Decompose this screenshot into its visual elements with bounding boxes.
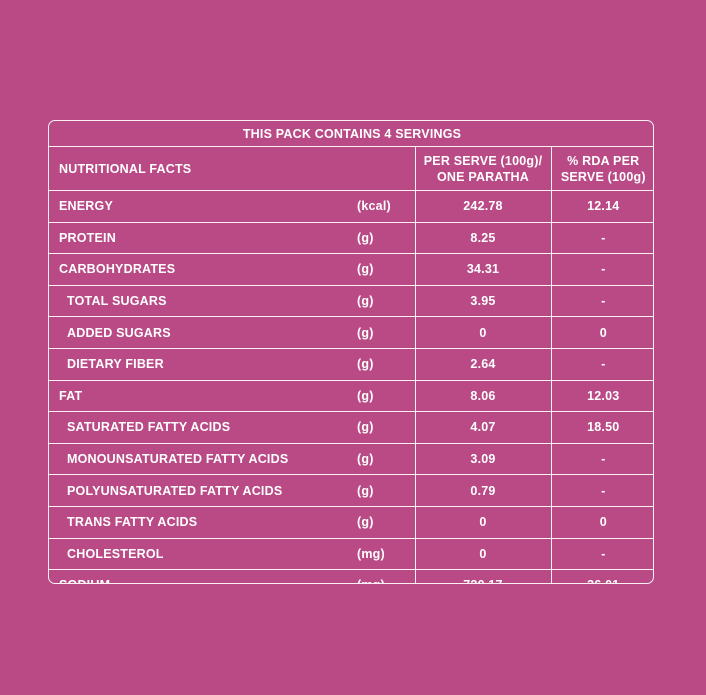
nutrient-name: TOTAL SUGARS [49, 284, 357, 317]
nutrient-rda: - [550, 253, 653, 286]
table-row: FAT (g) 8.06 12.03 [49, 379, 653, 412]
header-row: NUTRITIONAL FACTS PER SERVE (100g)/ ONE … [49, 146, 653, 191]
nutrient-rda: - [550, 537, 653, 570]
table-row: CHOLESTEROL (mg) 0 - [49, 537, 653, 570]
nutrient-unit: (g) [357, 221, 415, 254]
nutrient-value: 8.06 [414, 379, 551, 412]
nutrient-unit: (g) [357, 316, 415, 349]
nutrition-facts-panel: THIS PACK CONTAINS 4 SERVINGS NUTRITIONA… [48, 120, 654, 584]
nutrient-value: 0 [414, 316, 551, 349]
per-serve-header: PER SERVE (100g)/ ONE PARATHA [414, 146, 551, 191]
nutrient-rda: 12.03 [550, 379, 653, 412]
nutrient-name: CARBOHYDRATES [49, 253, 357, 286]
nutrient-value: 0 [414, 537, 551, 570]
nutrient-name: ENERGY [49, 190, 357, 223]
table-row: CARBOHYDRATES (g) 34.31 - [49, 253, 653, 286]
nutrient-value: 34.31 [414, 253, 551, 286]
nutrient-unit: (g) [357, 347, 415, 381]
nutrient-unit: (g) [357, 253, 415, 286]
nutrient-name: TRANS FATTY ACIDS [49, 505, 357, 539]
nutrient-value: 4.07 [414, 411, 551, 444]
nutrient-unit: (kcal) [357, 190, 415, 223]
rda-header: % RDA PER SERVE (100g) [550, 146, 653, 191]
nutrient-value: 2.64 [414, 347, 551, 381]
nutrient-name: ADDED SUGARS [49, 316, 357, 349]
table-row: PROTEIN (g) 8.25 - [49, 221, 653, 254]
nutrient-rda: 0 [550, 316, 653, 349]
nutrient-rda: - [550, 221, 653, 254]
nutrient-unit: (mg) [357, 537, 415, 570]
table-row: MONOUNSATURATED FATTY ACIDS (g) 3.09 - [49, 442, 653, 475]
nutritional-facts-header: NUTRITIONAL FACTS [49, 146, 415, 191]
nutrient-name: FAT [49, 379, 357, 412]
nutrient-unit: (g) [357, 442, 415, 475]
per-serve-header-line1: PER SERVE (100g)/ [423, 153, 543, 168]
nutrient-name: SODIUM [49, 569, 357, 583]
nutrient-name: SATURATED FATTY ACIDS [49, 411, 357, 444]
nutrient-name: CHOLESTEROL [49, 537, 357, 570]
table-row: ADDED SUGARS (g) 0 0 [49, 316, 653, 349]
nutrient-value: 3.95 [414, 284, 551, 317]
nutrient-rda: 12.14 [550, 190, 653, 223]
nutrient-value: 0 [414, 505, 551, 539]
nutrient-rda: 18.50 [550, 411, 653, 444]
nutrient-rda: - [550, 347, 653, 381]
nutrient-unit: (g) [357, 284, 415, 317]
nutrient-unit: (g) [357, 379, 415, 412]
table-row: ENERGY (kcal) 242.78 12.14 [49, 190, 653, 223]
nutrient-name: PROTEIN [49, 221, 357, 254]
rda-header-line2: SERVE (100g) [560, 169, 646, 184]
nutrient-rda: - [550, 442, 653, 475]
table-row: SATURATED FATTY ACIDS (g) 4.07 18.50 [49, 411, 653, 444]
nutrient-value: 0.79 [414, 474, 551, 507]
nutrient-rda: - [550, 284, 653, 317]
per-serve-header-line2: ONE PARATHA [436, 169, 529, 184]
nutrient-unit: (mg) [357, 569, 415, 583]
rda-header-line1: % RDA PER [567, 153, 640, 168]
nutrient-rda: 0 [550, 505, 653, 539]
table-row: POLYUNSATURATED FATTY ACIDS (g) 0.79 - [49, 474, 653, 507]
nutrient-rda: 36.01 [550, 569, 653, 583]
nutrition-table: THIS PACK CONTAINS 4 SERVINGS NUTRITIONA… [49, 121, 653, 583]
servings-title-row: THIS PACK CONTAINS 4 SERVINGS [49, 121, 653, 147]
nutrient-name: DIETARY FIBER [49, 347, 357, 381]
table-row: TRANS FATTY ACIDS (g) 0 0 [49, 505, 653, 539]
nutrient-value: 242.78 [414, 190, 551, 223]
nutrient-unit: (g) [357, 411, 415, 444]
table-row: TOTAL SUGARS (g) 3.95 - [49, 284, 653, 317]
nutrient-value: 720.17 [414, 569, 551, 583]
nutrient-value: 3.09 [414, 442, 551, 475]
table-row: SODIUM (mg) 720.17 36.01 [49, 569, 653, 583]
nutrient-name: POLYUNSATURATED FATTY ACIDS [49, 474, 357, 507]
nutrient-unit: (g) [357, 474, 415, 507]
nutrient-value: 8.25 [414, 221, 551, 254]
nutrient-name: MONOUNSATURATED FATTY ACIDS [49, 442, 357, 475]
nutrient-rda: - [550, 474, 653, 507]
nutrient-unit: (g) [357, 505, 415, 539]
servings-title: THIS PACK CONTAINS 4 SERVINGS [242, 126, 462, 141]
table-row: DIETARY FIBER (g) 2.64 - [49, 347, 653, 381]
